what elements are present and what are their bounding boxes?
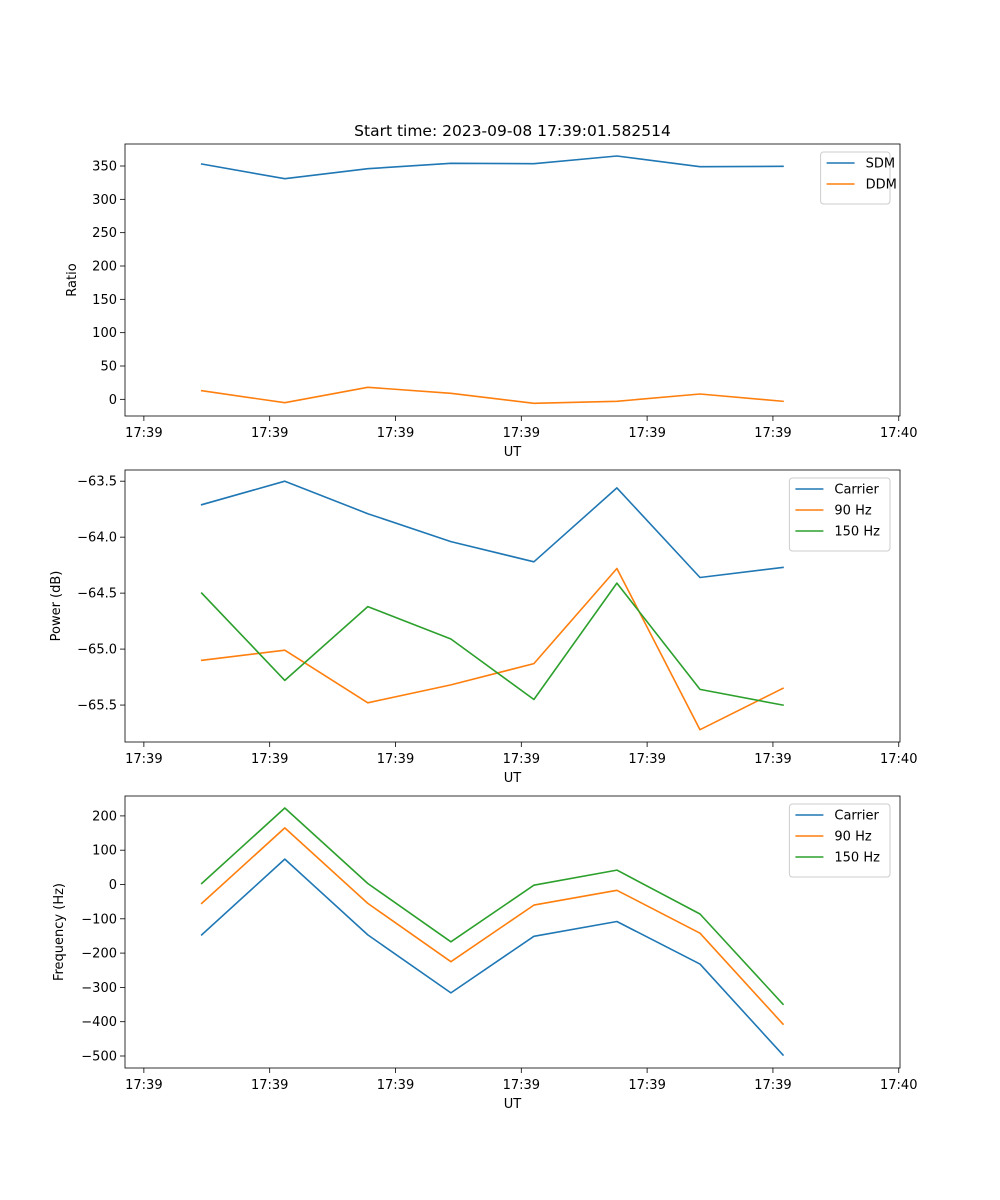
plot-frame [124,143,901,417]
y-axis-label: Power (dB) [49,571,64,642]
y-tick-label: −64.5 [77,587,117,602]
x-tick-label: 17:39 [503,1078,540,1093]
y-tick-label: 350 [92,160,117,175]
x-tick-label: 17:39 [628,426,665,441]
series-line-sdm [200,155,784,180]
y-tick-label: 0 [109,393,117,408]
chart-2: 17:39 17:39 17:39 17:39 17:39 17:39 17:40 −65.5… [49,469,917,786]
y-tick-label: 100 [92,844,117,859]
plot-frame [124,469,901,743]
y-axis-label: Frequency (Hz) [52,883,67,981]
y-tick-label: 200 [92,260,117,275]
legend-label: 90 Hz [834,830,871,845]
x-tick-label: 17:39 [503,426,540,441]
y-tick-label: −400 [81,1015,117,1030]
x-tick-label: 17:39 [628,752,665,767]
y-tick-label: −500 [81,1049,117,1064]
x-tick-label: 17:39 [628,1078,665,1093]
x-axis-label: UT [504,771,522,786]
y-tick-label: −65.5 [77,699,117,714]
y-tick-label: −300 [81,981,117,996]
legend: SDM DDM [820,151,897,205]
x-axis-label: UT [504,445,522,460]
legend-label: SDM [866,157,895,172]
legend-box [788,803,891,878]
x-tick-label: 17:39 [377,752,414,767]
y-tick-label: −64.0 [77,531,117,546]
chart-1: Start time: 2023-09-08 17:39:01.582514 17… [65,122,917,460]
x-tick-label: 17:39 [754,1078,791,1093]
x-tick-label: 17:40 [880,426,917,441]
y-tick-label: 100 [92,326,117,341]
legend: Carrier 90 Hz 150 Hz [788,477,891,552]
x-tick-label: 17:39 [377,426,414,441]
x-tick-label: 17:39 [754,752,791,767]
series-line-carrier [200,480,784,579]
chart-3: 17:39 17:39 17:39 17:39 17:39 17:39 17:40 −500 −… [52,795,917,1112]
series-line-150-hz [200,807,785,1006]
x-tick-label: 17:39 [377,1078,414,1093]
plot-frame [124,795,901,1069]
legend-box [820,151,891,205]
x-tick-label: 17:39 [125,1078,162,1093]
x-tick-label: 17:40 [880,1078,917,1093]
y-tick-label: −100 [81,912,117,927]
x-tick-label: 17:39 [251,1078,288,1093]
series-line-carrier [200,858,785,1057]
legend-label: DDM [866,178,897,193]
x-tick-label: 17:39 [503,752,540,767]
series-line-150-hz [200,582,784,707]
series-line-90-hz [200,827,785,1026]
legend: Carrier 90 Hz 150 Hz [788,803,891,878]
x-tick-label: 17:39 [251,752,288,767]
chart-title: Start time: 2023-09-08 17:39:01.582514 [354,122,671,140]
series-line-90-hz [200,567,785,731]
x-tick-label: 17:40 [880,752,917,767]
x-tick-label: 17:39 [251,426,288,441]
y-tick-label: 200 [92,809,117,824]
y-tick-label: −65.0 [77,643,117,658]
y-tick-label: 0 [109,878,117,893]
legend-box [788,477,891,552]
x-tick-label: 17:39 [125,752,162,767]
y-tick-label: 250 [92,226,117,241]
legend-label: 150 Hz [834,851,880,866]
y-tick-label: −200 [81,947,117,962]
x-tick-label: 17:39 [754,426,791,441]
legend-label: Carrier [834,809,879,824]
x-tick-label: 17:39 [125,426,162,441]
legend-label: Carrier [834,483,879,498]
y-tick-label: −63.5 [77,475,117,490]
x-axis-label: UT [504,1097,522,1112]
series-line-ddm [200,386,784,405]
y-tick-label: 300 [92,193,117,208]
legend-label: 90 Hz [834,504,871,519]
y-tick-label: 150 [92,293,117,308]
legend-label: 150 Hz [834,525,880,540]
y-axis-label: Ratio [65,263,80,296]
y-tick-label: 50 [100,360,117,375]
